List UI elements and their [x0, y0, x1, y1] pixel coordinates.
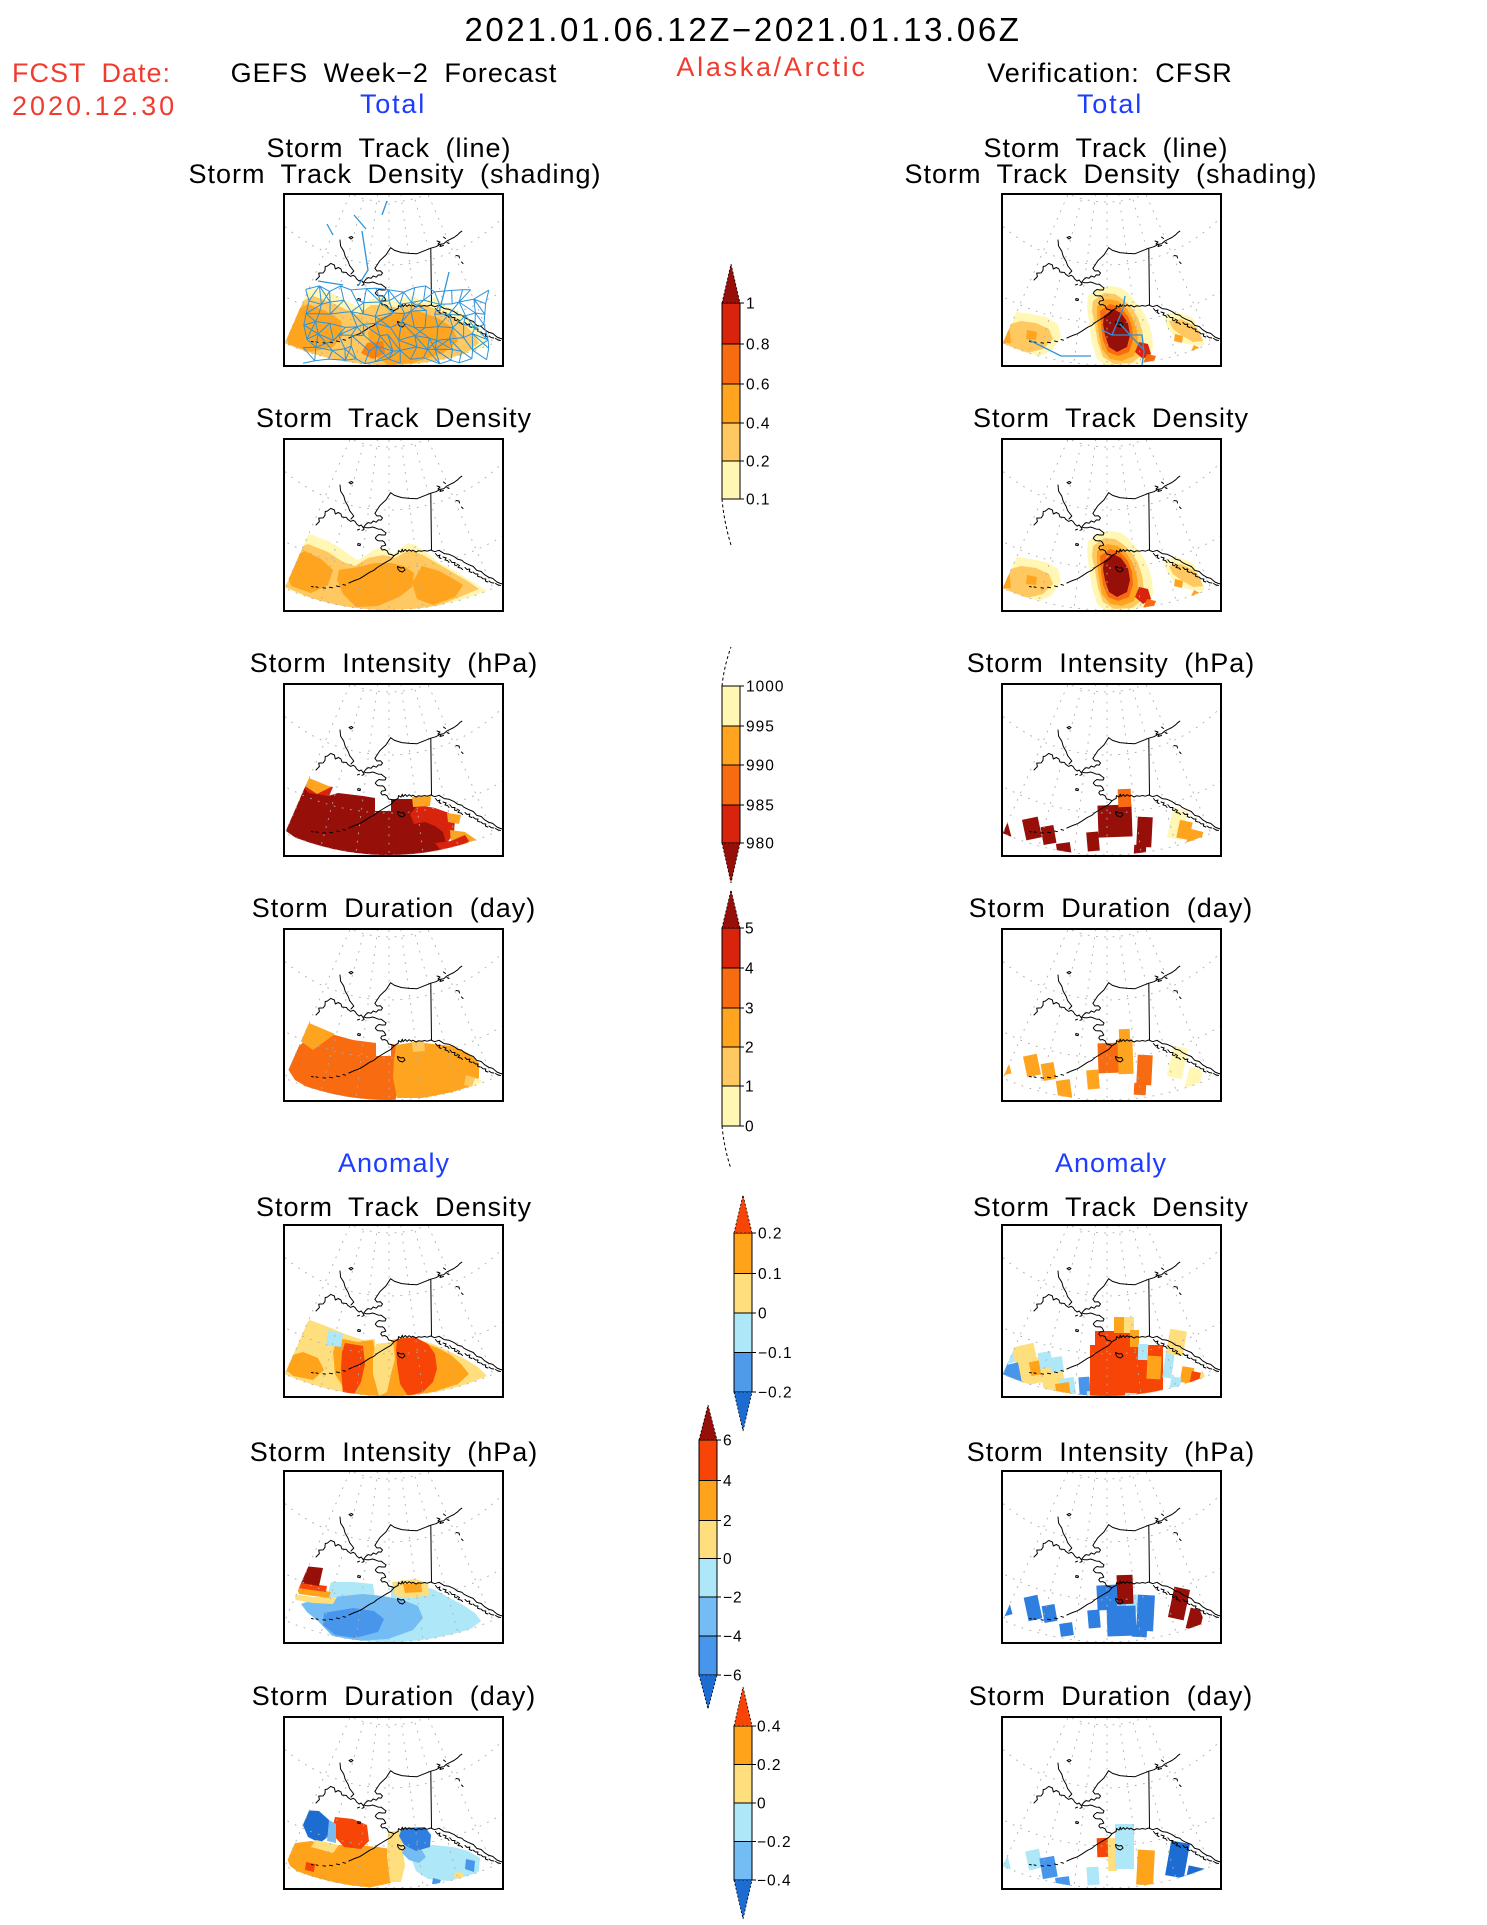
svg-text:−0.2: −0.2 [758, 1385, 793, 1402]
svg-text:0.2: 0.2 [758, 1226, 783, 1243]
svg-text:−6: −6 [723, 1668, 743, 1685]
svg-text:1: 1 [745, 1079, 755, 1096]
svg-text:−0.2: −0.2 [757, 1834, 792, 1851]
svg-text:0: 0 [758, 1306, 768, 1323]
svg-text:4: 4 [723, 1473, 733, 1490]
svg-text:0.4: 0.4 [746, 416, 771, 433]
svg-text:995: 995 [746, 719, 775, 736]
svg-text:0: 0 [745, 1119, 755, 1136]
svg-text:2: 2 [745, 1040, 755, 1057]
svg-text:0.1: 0.1 [746, 492, 771, 509]
svg-text:0: 0 [723, 1551, 733, 1568]
svg-text:0.4: 0.4 [757, 1719, 782, 1736]
svg-text:−0.4: −0.4 [757, 1873, 792, 1890]
svg-text:0.2: 0.2 [746, 454, 771, 471]
svg-text:6: 6 [723, 1433, 733, 1450]
svg-text:−0.1: −0.1 [758, 1345, 793, 1362]
svg-text:−2: −2 [723, 1590, 743, 1607]
svg-text:980: 980 [746, 836, 775, 853]
svg-text:−4: −4 [723, 1629, 743, 1646]
svg-text:0.8: 0.8 [746, 337, 771, 354]
svg-text:2: 2 [723, 1513, 733, 1530]
svg-text:3: 3 [745, 1001, 755, 1018]
svg-text:0: 0 [757, 1796, 767, 1813]
svg-text:985: 985 [746, 798, 775, 815]
svg-text:0.6: 0.6 [746, 377, 771, 394]
svg-text:4: 4 [745, 961, 755, 978]
svg-text:0.2: 0.2 [757, 1757, 782, 1774]
svg-text:1000: 1000 [746, 679, 784, 696]
svg-text:0.1: 0.1 [758, 1266, 783, 1283]
svg-text:5: 5 [745, 921, 755, 938]
svg-text:990: 990 [746, 758, 775, 775]
svg-text:1: 1 [746, 296, 756, 313]
